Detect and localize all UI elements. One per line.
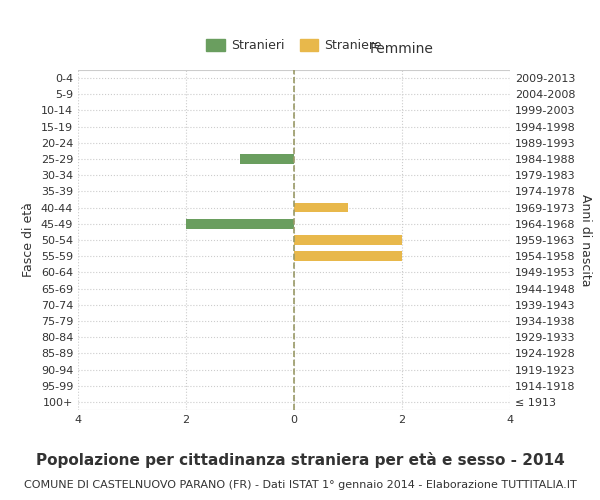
Bar (240, 154, 294, 164)
Text: COMUNE DI CASTELNUOVO PARANO (FR) - Dati ISTAT 1° gennaio 2014 - Elaborazione TU: COMUNE DI CASTELNUOVO PARANO (FR) - Dati… (23, 480, 577, 490)
Bar (186, 219, 294, 228)
Text: Femmine: Femmine (370, 42, 434, 56)
Y-axis label: Anni di nascita: Anni di nascita (579, 194, 592, 286)
Bar (294, 203, 348, 212)
Legend: Stranieri, Straniere: Stranieri, Straniere (202, 36, 386, 56)
Bar (294, 252, 402, 261)
Y-axis label: Fasce di età: Fasce di età (22, 202, 35, 278)
Bar (294, 235, 402, 245)
Text: Popolazione per cittadinanza straniera per età e sesso - 2014: Popolazione per cittadinanza straniera p… (35, 452, 565, 468)
